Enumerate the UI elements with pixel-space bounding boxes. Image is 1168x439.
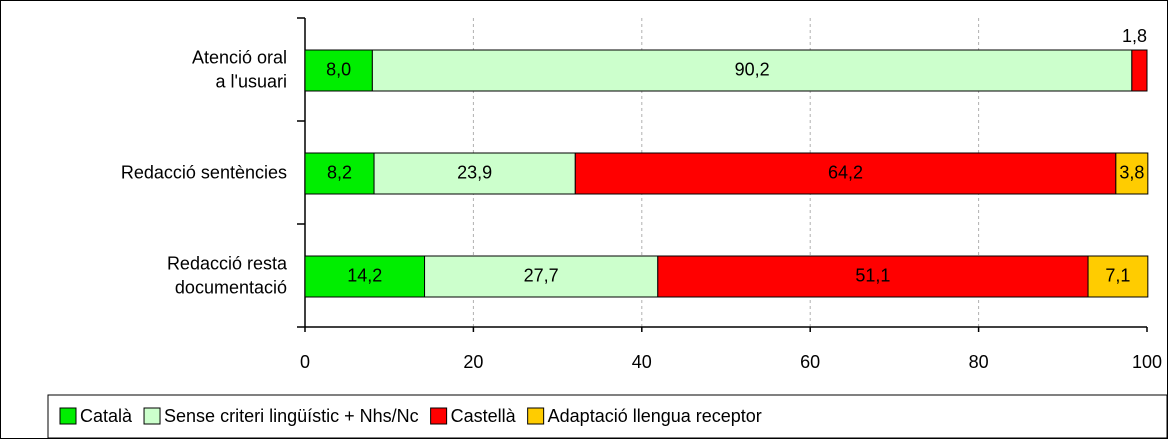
data-label: 27,7 (524, 265, 559, 285)
legend-swatch (527, 407, 545, 425)
legend-label: Adaptació llengua receptor (548, 406, 762, 426)
data-label: 64,2 (828, 162, 863, 182)
legend-swatch (430, 407, 448, 425)
bar-segment (1087, 255, 1149, 298)
bar-segment (304, 255, 426, 298)
legend-label: Sense criteri lingüístic + Nhs/Nc (164, 406, 419, 426)
data-label: 1,8 (1122, 26, 1147, 46)
bar-segment (373, 152, 576, 195)
y-tick-label: Redacció sentències (121, 162, 287, 182)
data-label: 7,1 (1105, 265, 1130, 285)
data-label: 3,8 (1119, 162, 1144, 182)
data-label: 14,2 (347, 265, 382, 285)
legend-box (47, 394, 1168, 439)
x-tick-label: 20 (463, 352, 483, 372)
x-tick-label: 0 (300, 352, 310, 372)
legend-label: Castellà (451, 406, 517, 426)
data-label: 8,2 (327, 162, 352, 182)
x-tick-label: 100 (1132, 352, 1162, 372)
legend-swatch (59, 407, 77, 425)
bar-segment (657, 255, 1089, 298)
legend-label: Català (80, 406, 133, 426)
y-tick-label: Redacció resta documentació (167, 253, 288, 297)
bar-segment (1115, 152, 1149, 195)
data-label: 51,1 (855, 265, 890, 285)
data-label: 8,0 (326, 59, 351, 79)
bar-segment (304, 152, 375, 195)
y-tick-label: Atenció oral a l'usuari (192, 47, 287, 91)
data-label: 90,2 (735, 59, 770, 79)
bar-segment (371, 49, 1133, 92)
bar-segment (1131, 49, 1148, 92)
x-tick-label: 80 (969, 352, 989, 372)
legend-swatch (143, 407, 161, 425)
data-label: 23,9 (457, 162, 492, 182)
bar-segment (424, 255, 659, 298)
x-tick-label: 60 (800, 352, 820, 372)
bar-segment (574, 152, 1117, 195)
x-tick-label: 40 (632, 352, 652, 372)
